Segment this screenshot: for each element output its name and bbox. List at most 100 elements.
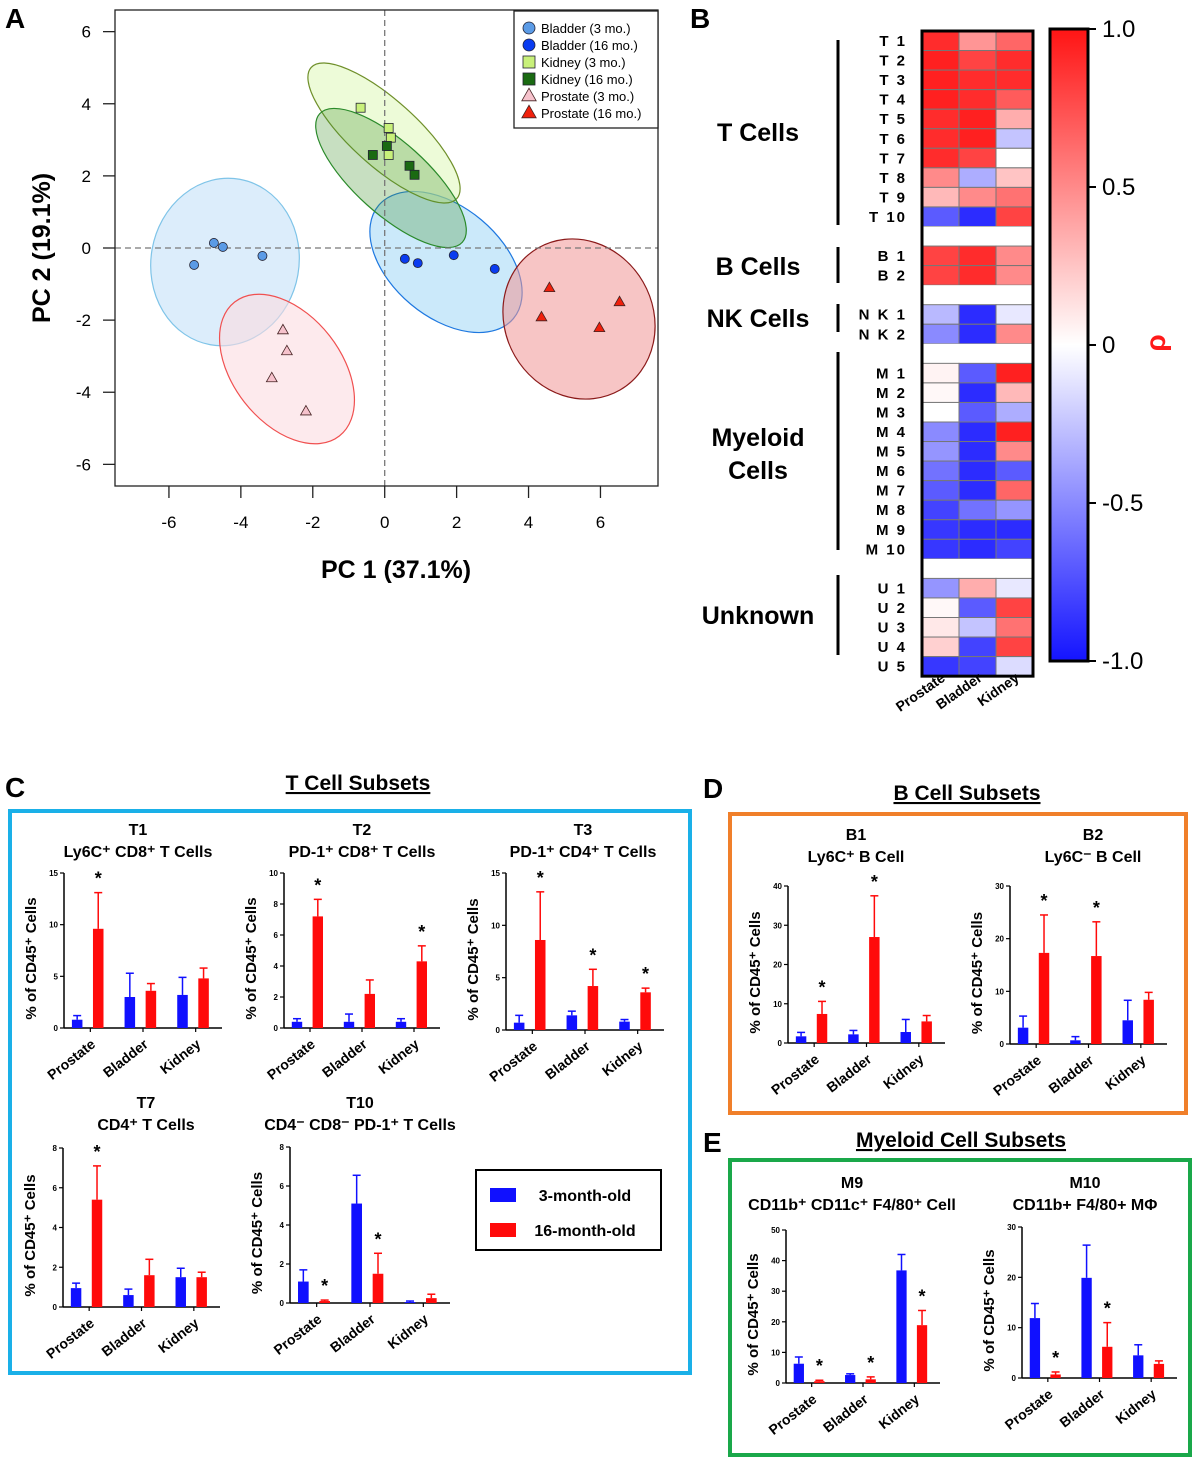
chart-title: T7 — [137, 1095, 156, 1112]
data-point — [367, 150, 378, 160]
panel-label-a: A — [5, 3, 25, 34]
heatmap-cell — [921, 304, 960, 325]
significance-star: * — [1041, 891, 1048, 911]
category-label: Prostate — [44, 1036, 98, 1083]
data-point — [448, 250, 459, 261]
heatmap-cell — [958, 617, 997, 638]
bar-3-month — [343, 1021, 355, 1028]
group-label: B Cells — [716, 253, 801, 281]
legend-swatch-old — [490, 1223, 516, 1237]
y-tick-label: 0 — [82, 239, 91, 258]
heatmap-cell — [921, 499, 960, 521]
group-label: Myeloid Cells — [711, 424, 804, 485]
bar-16-month — [921, 1021, 932, 1043]
bar-3-month — [513, 1022, 525, 1030]
y-tick-label: 8 — [53, 1144, 58, 1153]
category-label: Bladder — [1056, 1385, 1107, 1430]
data-point — [613, 295, 626, 307]
bar-16-month — [814, 1381, 825, 1383]
y-tick-label: 15 — [49, 869, 58, 878]
section-title-myeloid: Myeloid Cell Subsets — [856, 1129, 1066, 1152]
y-axis-title: % of CD45⁺ Cells — [249, 1172, 266, 1294]
significance-star: * — [537, 868, 544, 888]
colorbar — [1048, 27, 1090, 663]
heatmap-cell — [995, 636, 1034, 658]
bar-3-month — [900, 1032, 911, 1043]
legend-label-young: 3-month-old — [539, 1188, 631, 1205]
row-label: U 5 — [878, 659, 907, 676]
heatmap-cell — [995, 69, 1034, 91]
bar-3-month — [896, 1270, 907, 1383]
colorbar-title: ρ — [1140, 334, 1171, 351]
y-tick-label: 4 — [274, 962, 279, 971]
y-tick-label: 40 — [773, 882, 782, 891]
row-label: U 1 — [878, 580, 907, 597]
legend-marker — [522, 55, 536, 69]
chart-subtitle: Ly6C⁺ CD8⁺ T Cells — [64, 844, 213, 861]
bar-3-month — [298, 1281, 309, 1303]
legend-swatch-young — [490, 1188, 516, 1202]
panel-label-c: C — [5, 772, 25, 803]
chart-title: B1 — [846, 827, 867, 844]
heatmap-cell — [958, 441, 997, 462]
heatmap-cell — [995, 597, 1034, 619]
legend-label: Kidney (16 mo.) — [541, 72, 633, 87]
bar-chart-t10: T10 CD4⁻ CD8⁻ PD-1⁺ T Cells 0 2 4 6 8 % of CD45… — [249, 1095, 456, 1358]
significance-star: * — [867, 1353, 874, 1373]
data-point — [383, 150, 394, 160]
heatmap-cell — [958, 69, 997, 91]
bar-16-month — [587, 986, 599, 1030]
y-axis-title: % of CD45⁺ Cells — [23, 897, 40, 1019]
bar-3-month — [124, 997, 136, 1028]
heatmap-cell — [995, 147, 1034, 169]
heatmap-cell — [958, 265, 997, 286]
group-spacer — [922, 343, 1033, 364]
data-point — [383, 123, 394, 133]
heatmap-cell — [995, 30, 1034, 52]
row-label: M 7 — [876, 483, 907, 500]
heatmap-cell — [921, 480, 960, 501]
row-label: T 6 — [879, 131, 907, 148]
heatmap-cell — [995, 577, 1034, 599]
data-point — [257, 251, 268, 261]
bar-16-month — [198, 978, 209, 1028]
bar-3-month — [845, 1375, 856, 1383]
bar-16-month — [1102, 1346, 1113, 1378]
x-tick-label: 2 — [452, 513, 461, 532]
heatmap-cell — [995, 108, 1034, 130]
row-label: M 5 — [876, 444, 907, 461]
heatmap-cell — [995, 323, 1034, 345]
y-tick-label: 10 — [771, 1348, 780, 1357]
data-point — [593, 321, 606, 333]
significance-star: * — [1052, 1348, 1059, 1368]
heatmap-cell — [921, 577, 960, 599]
bar-16-month — [869, 937, 880, 1043]
y-tick-label: 4 — [53, 1224, 58, 1233]
row-label: M 4 — [876, 424, 907, 441]
y-tick-label: 2 — [280, 1260, 285, 1269]
y-tick-label: 6 — [53, 1184, 58, 1193]
heatmap-cell — [921, 382, 960, 403]
y-tick-label: 10 — [49, 921, 58, 930]
x-tick-label: -6 — [161, 513, 176, 532]
bar-16-month — [92, 928, 104, 1028]
bar-16-month — [91, 1199, 103, 1307]
legend-frame — [513, 10, 659, 129]
group-spacer — [922, 285, 1033, 305]
row-label: U 2 — [878, 600, 907, 617]
y-tick-label: 8 — [280, 1143, 285, 1152]
heatmap-cell — [995, 362, 1034, 384]
row-label: M 3 — [876, 404, 907, 421]
row-label: M 9 — [876, 522, 907, 539]
bar-chart-b2: B2 Ly6C⁻ B Cell 0 10 20 30 % of CD45⁺ Cells * Pr… — [969, 827, 1167, 1099]
heatmap-cell — [921, 30, 960, 52]
significance-star: * — [94, 1142, 101, 1162]
chart-title: T2 — [353, 822, 372, 839]
heatmap-cell — [921, 108, 960, 130]
y-tick-label: 0 — [1012, 1374, 1017, 1383]
bar-3-month — [1029, 1318, 1041, 1378]
bar-3-month — [351, 1203, 362, 1303]
data-point — [404, 160, 415, 171]
chart-title: T1 — [129, 822, 148, 839]
y-tick-label: 0 — [280, 1299, 285, 1308]
